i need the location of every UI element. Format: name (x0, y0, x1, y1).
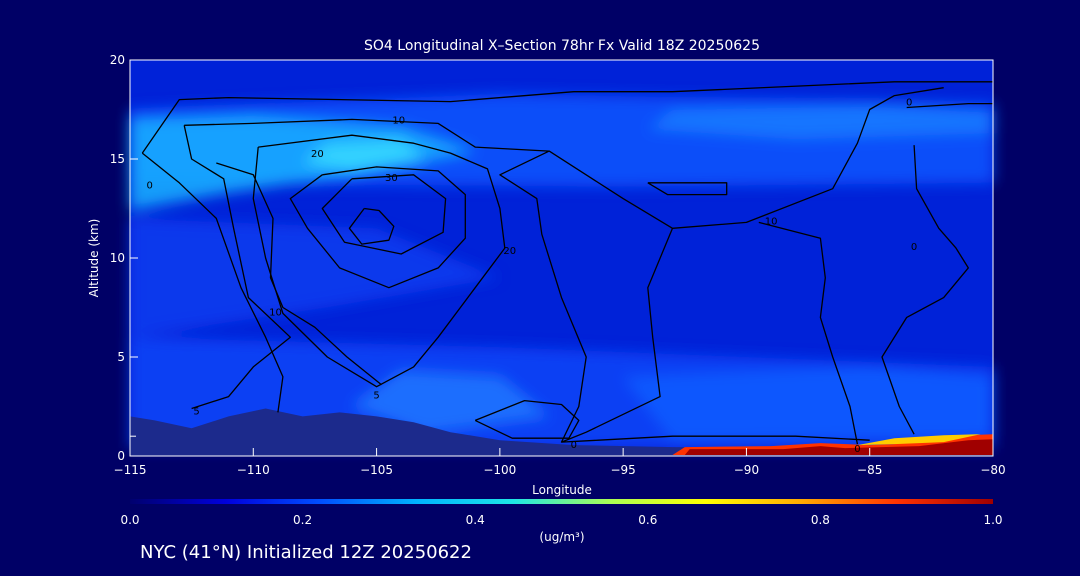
y-tick-label-3: 15 (110, 152, 125, 166)
contour-50 (348, 207, 395, 245)
y-axis: 0 5 10 15 20 (110, 53, 138, 463)
contour-label-4: 10 (765, 216, 778, 227)
colorbar-tick-label-2: 0.4 (466, 513, 485, 527)
contour-label-11: 0 (571, 440, 577, 451)
contour-30 (289, 166, 466, 289)
contour-label-1: 20 (311, 149, 324, 160)
contour-lines (141, 81, 993, 445)
field-region-mid-left (130, 218, 500, 338)
field-region-upper-left-bright (130, 115, 476, 211)
contour-0-outer (141, 81, 993, 154)
x-axis: −115 −110 −105 −100 −95 −90 −85 −80 (114, 448, 1006, 477)
contour-10-main-left (183, 125, 291, 410)
colorbar-ticks: 0.0 0.2 0.4 0.6 0.8 1.0 (120, 513, 1002, 527)
x-tick-label-4: −95 (610, 463, 635, 477)
field-region-upper-right-band (647, 103, 993, 140)
y-axis-label: Altitude (km) (87, 219, 101, 298)
colorbar-tick-label-3: 0.6 (638, 513, 657, 527)
contour-label-9: 5 (193, 406, 199, 417)
x-tick-label-0: −115 (114, 463, 147, 477)
colorbar-tick-label-4: 0.8 (811, 513, 830, 527)
contour-labels: 10 20 30 0 10 20 0 0 10 5 5 0 0 (147, 98, 918, 455)
field-region-right-low-band (623, 366, 993, 441)
contour-label-5: 20 (503, 246, 516, 257)
x-axis-label: Longitude (532, 483, 592, 497)
contour-label-0: 10 (392, 115, 405, 126)
terrain-shape (130, 408, 993, 456)
contour-10-main (184, 118, 587, 443)
contour-right-edge (881, 145, 969, 435)
concentration-field (130, 93, 993, 449)
contour-0-outer-left (141, 152, 284, 413)
x-tick-label-1: −110 (237, 463, 270, 477)
colorbar-tick-label-1: 0.2 (293, 513, 312, 527)
field-region-upper-left-cyan (302, 139, 426, 171)
contour-bottom-loop (474, 399, 580, 439)
x-tick-label-7: −80 (980, 463, 1005, 477)
x-tick-label-3: −100 (483, 463, 516, 477)
contour-mid-upper (548, 87, 944, 229)
y-tick-label-1: 5 (117, 350, 125, 364)
plot-area: 10 20 30 0 10 20 0 0 10 5 5 0 0 (129, 59, 994, 457)
y-tick-label-2: 10 (110, 251, 125, 265)
contour-small-loop (647, 182, 728, 196)
contour-mid-right (758, 221, 859, 445)
surface-yellow-edge (857, 434, 981, 446)
footer-run-info: NYC (41°N) Initialized 12Z 20250622 (140, 542, 472, 563)
contour-inner-left (216, 162, 382, 386)
colorbar: 0.0 0.2 0.4 0.6 0.8 1.0 (ug/m³) (120, 499, 1003, 544)
contour-label-2: 30 (385, 173, 398, 184)
contour-label-7: 0 (906, 98, 912, 109)
contour-label-3: 0 (147, 181, 153, 192)
contour-label-8: 10 (269, 307, 282, 318)
colorbar-gradient (130, 499, 993, 504)
colorbar-tick-label-5: 1.0 (983, 513, 1002, 527)
surface-peak-concentration (684, 439, 993, 455)
y-tick-label-4: 20 (110, 53, 125, 67)
colorbar-unit-label: (ug/m³) (539, 530, 584, 544)
contour-label-12: 0 (854, 444, 860, 455)
contour-label-6: 0 (911, 242, 917, 253)
x-tick-label-5: −90 (734, 463, 759, 477)
terrain (130, 408, 993, 456)
contour-40 (321, 174, 447, 255)
contour-label-10: 5 (373, 391, 379, 402)
colorbar-tick-label-0: 0.0 (120, 513, 139, 527)
x-tick-label-6: −85 (857, 463, 882, 477)
y-tick-label-0: 0 (117, 449, 125, 463)
contour-mid-lower (560, 228, 870, 443)
chart-title: SO4 Longitudinal X–Section 78hr Fx Valid… (364, 38, 760, 54)
contour-right-top (906, 102, 993, 109)
field-region-lower-middle-brighter (351, 370, 550, 433)
x-tick-label-2: −105 (360, 463, 393, 477)
